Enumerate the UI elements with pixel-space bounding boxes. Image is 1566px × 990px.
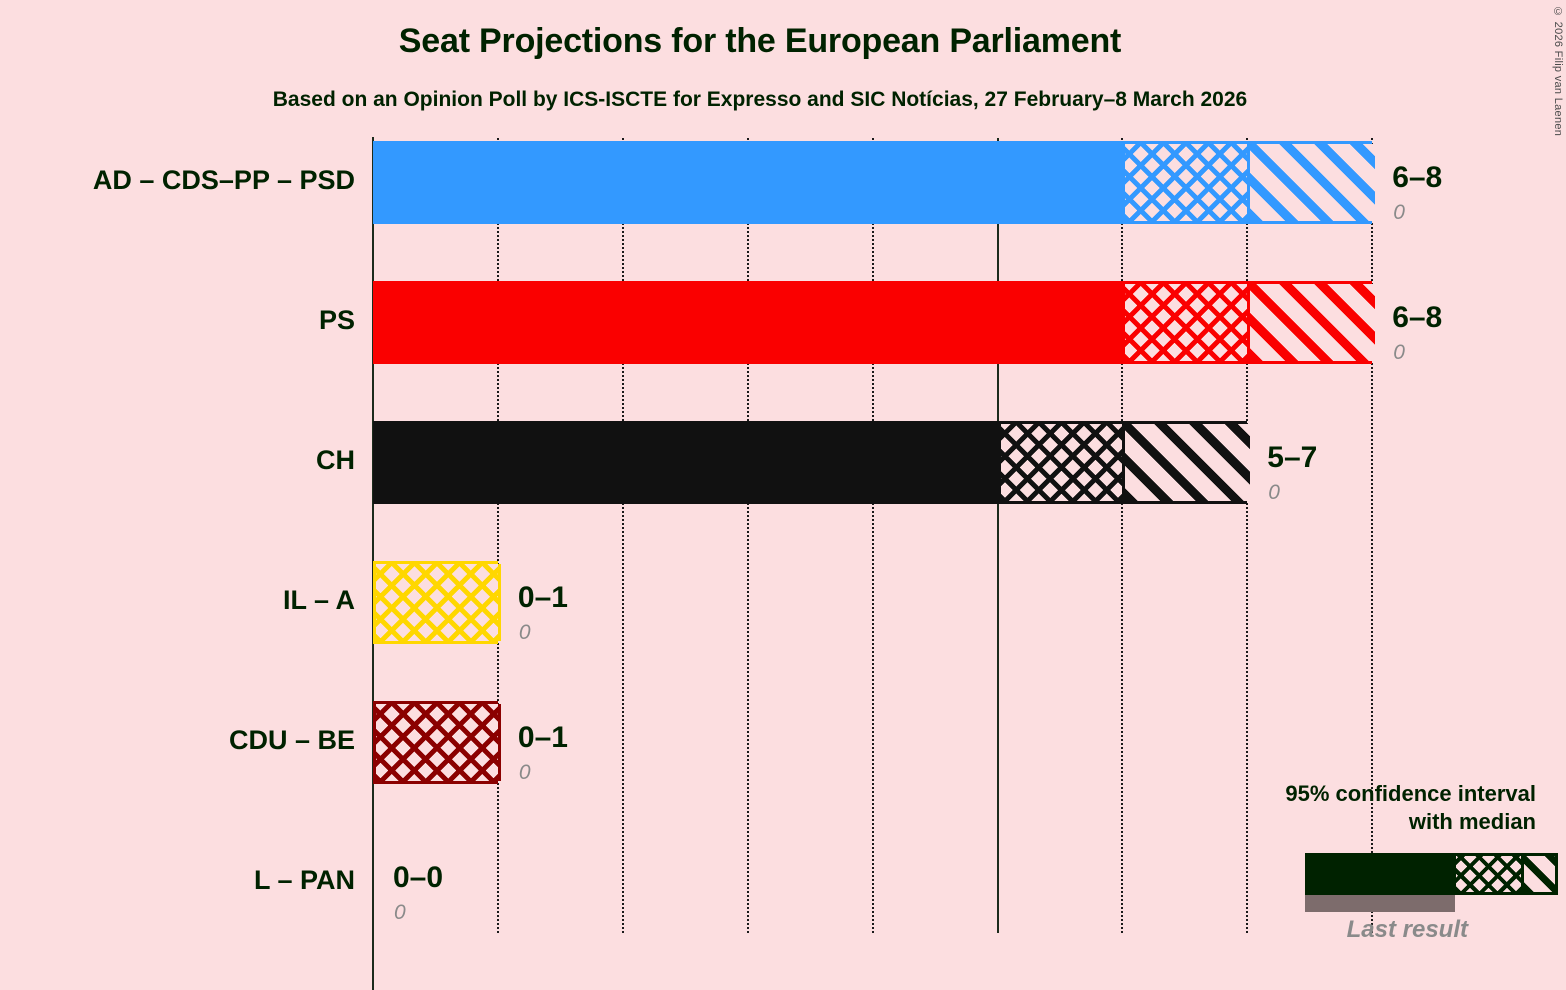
bar-2-crosshatch-segment <box>1125 284 1251 361</box>
bar-last-result-3: 0 <box>1268 480 1280 504</box>
bar-last-result-6: 0 <box>394 900 406 924</box>
bar-1 <box>373 141 1376 224</box>
legend-last-result-label: Last result <box>1346 916 1468 943</box>
bar-value-2: 6–8 <box>1392 300 1443 334</box>
chart-title: Seat Projections for the European Parlia… <box>398 22 1122 60</box>
bar-2-stripe-segment <box>1250 284 1376 361</box>
bar-value-3: 5–7 <box>1267 440 1318 474</box>
bar-value-6: 0–0 <box>393 860 444 894</box>
bar-label-2: PS <box>318 304 355 335</box>
bar-label-1: AD – CDS–PP – PSD <box>92 164 355 195</box>
bar-value-4: 0–1 <box>517 580 568 614</box>
gridline-6 <box>1121 138 1124 933</box>
gridline-1 <box>496 138 499 933</box>
bar-label-3: CH <box>316 444 355 475</box>
legend-line-1: 95% confidence interval <box>1285 781 1536 806</box>
bar-2-median-segment <box>373 281 1126 364</box>
bar-last-result-4: 0 <box>518 620 531 644</box>
gridline-3 <box>746 138 749 933</box>
bar-5-crosshatch-segment <box>376 704 501 781</box>
bar-4-crosshatch-segment <box>376 564 501 641</box>
bar-3-median-segment <box>373 421 1001 504</box>
bar-2 <box>373 281 1376 364</box>
bar-label-6: L – PAN <box>253 864 355 895</box>
bar-5 <box>373 701 501 784</box>
legend-median-segment <box>1308 856 1456 892</box>
bar-1-median-segment <box>373 141 1126 224</box>
bar-value-5: 0–1 <box>517 720 568 754</box>
gridline-7 <box>1246 138 1249 933</box>
legend-stripe-segment <box>1524 856 1555 892</box>
bar-last-result-5: 0 <box>518 760 531 784</box>
legend-crosshatch-segment <box>1456 856 1524 892</box>
gridline-4 <box>871 138 874 933</box>
gridline-8 <box>1371 138 1374 933</box>
bar-3-stripe-segment <box>1125 424 1251 501</box>
gridline-2 <box>621 138 624 933</box>
bar-1-stripe-segment <box>1250 144 1376 221</box>
bar-4 <box>373 561 501 644</box>
legend-sample-bar <box>1305 853 1558 895</box>
bar-last-result-2: 0 <box>1393 340 1405 364</box>
bar-3-crosshatch-segment <box>1000 424 1126 501</box>
bar-label-5: CDU – BE <box>228 724 355 755</box>
legend-title: 95% confidence interval with median <box>1116 780 1536 835</box>
bar-label-4: IL – A <box>282 584 355 615</box>
legend-line-2: with median <box>1408 808 1536 834</box>
legend-last-result-bar <box>1305 895 1455 912</box>
bar-last-result-1: 0 <box>1393 200 1405 224</box>
chart-subtitle: Based on an Opinion Poll by ICS-ISCTE fo… <box>272 88 1248 111</box>
bar-value-1: 6–8 <box>1392 160 1443 194</box>
bar-1-crosshatch-segment <box>1125 144 1251 221</box>
gridline-5 <box>996 138 999 933</box>
bar-3 <box>373 421 1251 504</box>
copyright-notice: © 2026 Filip van Laenen <box>1552 6 1564 137</box>
